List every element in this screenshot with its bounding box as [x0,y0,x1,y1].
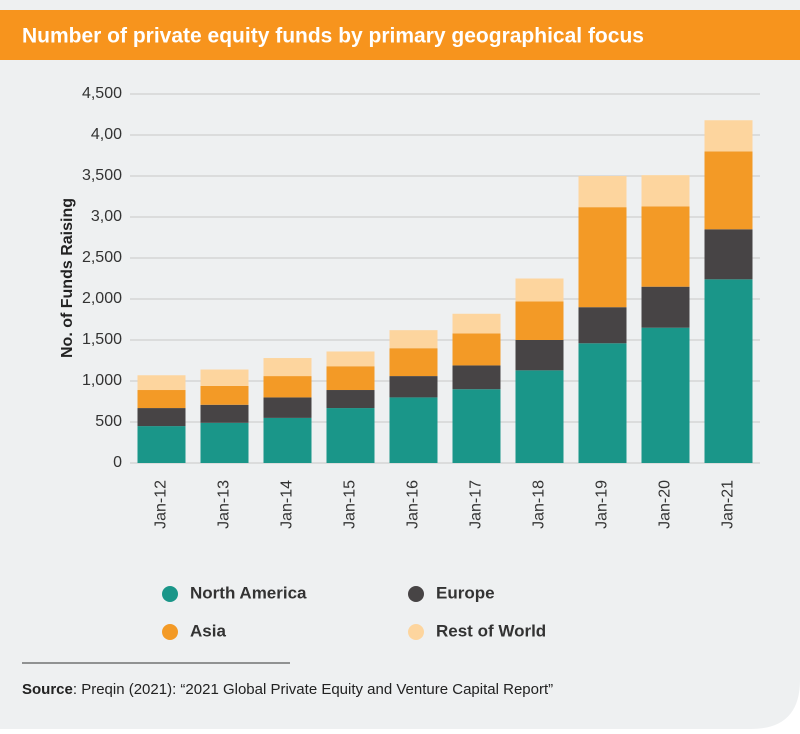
bar-segment [452,313,501,334]
bar-segment [641,175,690,207]
x-tick-label: Jan-13 [216,480,233,529]
x-tick-label: Jan-17 [468,480,485,529]
bar-segment [515,278,564,302]
legend-swatch [408,624,424,640]
x-tick-label: Jan-14 [279,480,296,529]
bar-segment [326,408,375,463]
y-tick-label: 0 [113,454,122,471]
title-band [0,10,800,60]
legend-label: Asia [190,621,226,640]
bar-segment [704,151,753,230]
y-tick-label: 3,500 [82,167,122,184]
bar-segment [137,375,186,391]
bar-segment [515,301,564,340]
legend-label: Rest of World [436,621,546,640]
source: Source: Preqin (2021): “2021 Global Priv… [22,681,553,698]
bar-segment [200,369,249,386]
bar-segment [326,390,375,409]
bar-segment [263,358,312,377]
y-tick-label: 2,500 [82,249,122,266]
x-tick-label: Jan-16 [405,480,422,529]
legend-label: North America [190,583,307,602]
bar-segment [200,422,249,463]
bar-segment [326,351,375,367]
bar-segment [137,390,186,409]
bar-segment [452,333,501,366]
legend-swatch [408,586,424,602]
x-tick-label: Jan-18 [531,480,548,529]
bar-segment [389,330,438,349]
y-tick-label: 1,000 [82,372,122,389]
bar-segment [389,376,438,398]
bar-segment [578,176,627,208]
legend-swatch [162,586,178,602]
x-tick-label: Jan-12 [153,480,170,529]
bar-segment [263,376,312,398]
bar-segment [263,417,312,463]
y-tick-label: 500 [95,413,122,430]
bar-segment [641,206,690,287]
x-tick-label: Jan-19 [594,480,611,529]
bar-segment [326,366,375,391]
bar-segment [137,426,186,463]
x-tick-label: Jan-20 [657,480,674,529]
bar-segment [641,286,690,328]
y-tick-label: 4,00 [91,126,122,143]
bar-segment [263,397,312,418]
bar-segment [515,340,564,371]
y-tick-label: 4,500 [82,85,122,102]
legend-label: Europe [436,583,495,602]
y-tick-label: 1,500 [82,331,122,348]
bar-segment [200,404,249,423]
bar-segment [515,370,564,463]
source-text: : Preqin (2021): “2021 Global Private Eq… [73,681,553,698]
source-label: Source [22,681,73,698]
bar-segment [578,307,627,344]
bar-segment [641,327,690,463]
y-tick-label: 3,00 [91,208,122,225]
bar-segment [704,229,753,280]
bar-segment [389,348,438,377]
y-axis-label: No. of Funds Raising [59,198,76,358]
chart-title: Number of private equity funds by primar… [22,25,644,48]
bar-segment [578,207,627,308]
bar-segment [137,408,186,427]
bar-segment [704,279,753,463]
bar-segment [389,397,438,463]
x-tick-label: Jan-21 [720,480,737,529]
bar-segment [452,389,501,463]
bar-segment [704,120,753,152]
legend-swatch [162,624,178,640]
bar-segment [452,365,501,390]
bar-segment [578,343,627,463]
bar-segment [200,385,249,405]
y-tick-label: 2,000 [82,290,122,307]
x-tick-label: Jan-15 [342,480,359,529]
